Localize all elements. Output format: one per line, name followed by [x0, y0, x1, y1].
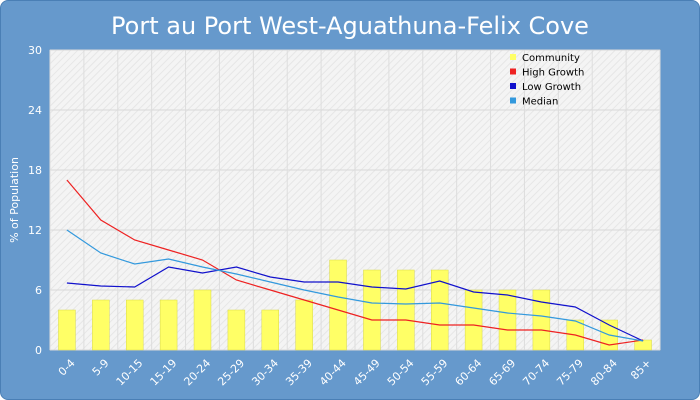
series-line — [66, 179, 644, 346]
bar — [634, 339, 652, 351]
y-axis-label: % of Population — [8, 157, 21, 243]
bar — [261, 309, 279, 351]
legend-swatch — [510, 54, 516, 60]
x-tick-label: 75-79 — [554, 357, 586, 389]
y-tick-label: 30 — [28, 44, 42, 57]
x-tick-label: 40-44 — [317, 357, 349, 389]
x-tick-label: 70-74 — [520, 357, 552, 389]
chart-title: Port au Port West-Aguathuna-Felix Cove — [111, 12, 589, 40]
bar — [464, 289, 483, 351]
x-tick-label: 10-15 — [114, 357, 146, 389]
bar — [295, 299, 313, 351]
y-tick-label: 18 — [28, 164, 42, 177]
series-line — [66, 229, 644, 342]
legend-swatch — [510, 68, 516, 75]
legend-swatch — [510, 97, 516, 104]
x-tick-label: 45-49 — [351, 357, 383, 389]
x-tick-label: 5-9 — [90, 357, 112, 379]
x-tick-label: 85+ — [628, 357, 654, 383]
legend-label: Median — [522, 97, 558, 108]
bar — [431, 269, 449, 351]
y-tick-label: 24 — [28, 104, 42, 117]
y-tick-label: 0 — [35, 344, 42, 357]
x-tick-label: 30-34 — [249, 357, 281, 389]
legend-swatch — [510, 83, 516, 89]
x-tick-label: 15-19 — [148, 357, 180, 389]
bar — [92, 299, 110, 351]
bar — [126, 299, 144, 351]
x-tick-label: 35-39 — [283, 357, 315, 389]
bar — [329, 259, 347, 351]
bar — [58, 309, 76, 351]
y-tick-label: 6 — [35, 284, 42, 297]
bar — [498, 289, 517, 351]
legend-label: Community — [522, 53, 580, 64]
legend-label: Low Growth — [522, 82, 581, 93]
x-tick-label: 80-84 — [588, 357, 620, 389]
bar — [363, 269, 381, 351]
x-tick-label: 20-24 — [181, 357, 213, 389]
x-tick-label: 0-4 — [56, 357, 78, 379]
y-tick-label: 12 — [28, 224, 42, 237]
x-tick-label: 25-29 — [215, 357, 247, 389]
x-tick-label: 55-59 — [419, 357, 451, 389]
series-line — [66, 266, 644, 342]
legend-label: High Growth — [522, 68, 584, 79]
bar — [227, 309, 246, 351]
x-tick-label: 65-69 — [486, 357, 518, 389]
bar — [532, 289, 551, 351]
bar — [159, 299, 178, 351]
bar — [193, 289, 212, 351]
x-tick-label: 60-64 — [453, 357, 485, 389]
bar — [397, 269, 415, 351]
x-tick-label: 50-54 — [385, 357, 417, 389]
